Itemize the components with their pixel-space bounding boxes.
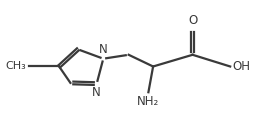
Text: NH₂: NH₂ <box>137 95 160 108</box>
Text: N: N <box>99 43 108 56</box>
Text: OH: OH <box>233 60 251 73</box>
Text: O: O <box>188 14 197 27</box>
Text: N: N <box>92 86 101 99</box>
Text: CH₃: CH₃ <box>6 61 26 72</box>
